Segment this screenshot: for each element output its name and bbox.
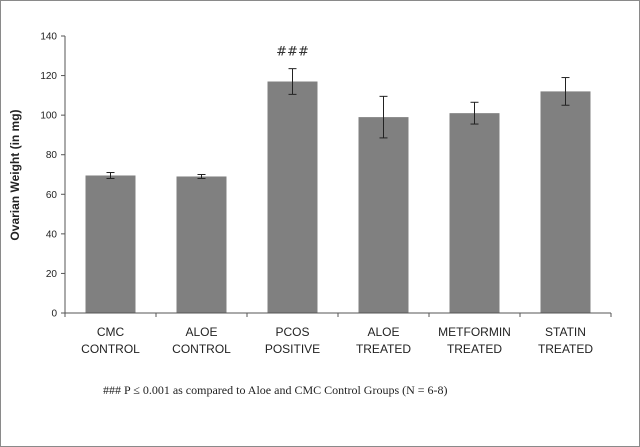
bar <box>176 176 227 313</box>
x-tick-label: TREATED <box>356 342 411 356</box>
x-tick-label: STATIN <box>545 325 586 339</box>
bar <box>358 117 409 313</box>
x-tick-label: CONTROL <box>81 342 140 356</box>
y-tick-label: 60 <box>46 190 58 201</box>
y-tick-label: 20 <box>46 269 58 280</box>
x-tick-label: ALOE <box>367 325 399 339</box>
significance-annotation: ### <box>276 45 309 60</box>
y-axis-ticks: 0 20 40 60 80 100 120 140 <box>40 32 612 320</box>
x-tick-label: CONTROL <box>172 342 231 356</box>
x-axis-labels: CMC CONTROL ALOE CONTROL PCOS POSITIVE ALOE TRE… <box>81 325 593 356</box>
y-tick-label: 0 <box>51 309 57 320</box>
x-tick-label: CMC <box>97 325 125 339</box>
y-tick-label: 120 <box>40 71 57 82</box>
y-tick-label: 80 <box>46 150 58 161</box>
bar <box>540 91 591 314</box>
bars <box>85 81 591 314</box>
annotations: ### <box>276 45 309 60</box>
y-tick-label: 100 <box>40 111 57 122</box>
x-tick-label: TREATED <box>447 342 502 356</box>
y-tick-label: 40 <box>46 229 58 240</box>
y-tick-label: 140 <box>40 32 57 43</box>
x-tick-label: POSITIVE <box>265 342 320 356</box>
x-tick-label: TREATED <box>538 342 593 356</box>
x-tick-label: ALOE <box>185 325 217 339</box>
x-tick-label: PCOS <box>275 325 309 339</box>
x-tick-label: METFORMIN <box>438 325 511 339</box>
bar <box>85 175 136 313</box>
bar <box>267 81 318 313</box>
error-bars <box>106 68 570 179</box>
y-axis-label: Ovarian Weight (in mg) <box>8 109 22 240</box>
footnote: ### P ≤ 0.001 as compared to Aloe and CM… <box>103 383 448 397</box>
bar <box>449 113 500 314</box>
